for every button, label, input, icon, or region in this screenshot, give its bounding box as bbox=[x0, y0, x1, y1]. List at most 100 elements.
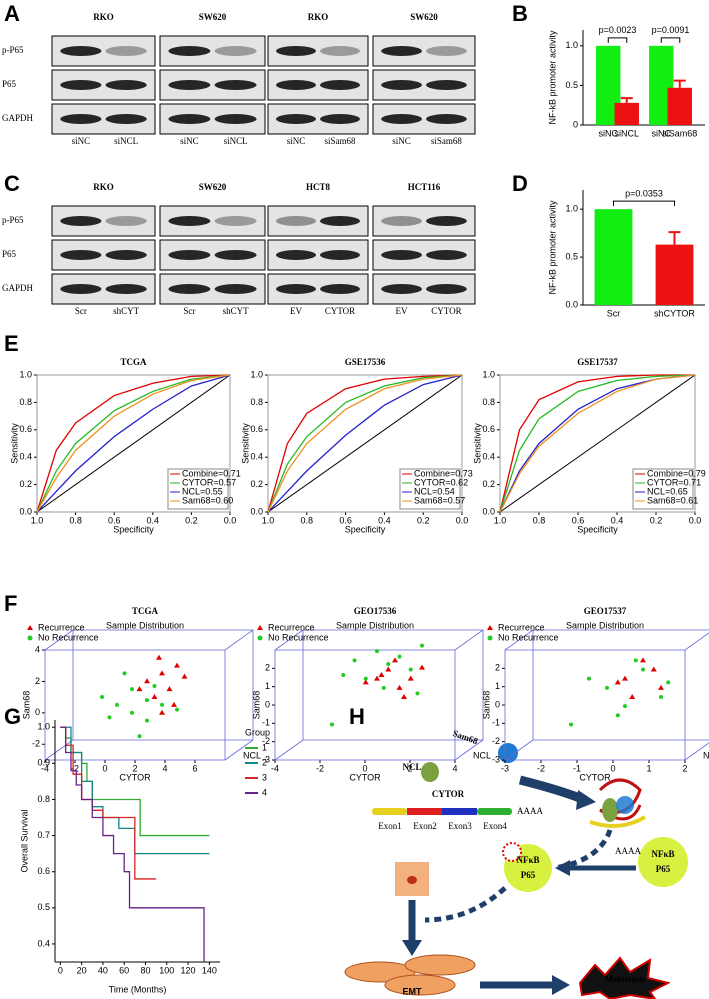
y-axis-label: NF-kB promoter activity bbox=[547, 30, 557, 125]
blot-band bbox=[105, 250, 147, 260]
legend-swatch bbox=[257, 635, 263, 641]
x-axis-label: Specificity bbox=[113, 524, 154, 534]
data-point bbox=[420, 643, 424, 648]
data-point bbox=[633, 658, 638, 663]
blot-band bbox=[214, 284, 257, 294]
y-tick-label: -2 bbox=[492, 736, 500, 746]
y-tick-label: 0.7 bbox=[37, 830, 50, 840]
blot-lane-label: siNC bbox=[180, 136, 199, 146]
x-tick-label: 0.2 bbox=[417, 515, 430, 525]
data-point bbox=[614, 679, 621, 685]
data-point bbox=[629, 694, 636, 699]
data-point bbox=[166, 686, 173, 692]
x-tick-label: -4 bbox=[41, 763, 49, 773]
z-axis-label: NCL bbox=[243, 750, 261, 760]
data-point bbox=[659, 695, 663, 699]
blot-lane-label: CYTOR bbox=[431, 306, 461, 316]
blot-band bbox=[168, 114, 211, 124]
blot-band bbox=[60, 80, 102, 90]
blot-band bbox=[276, 216, 316, 226]
y-tick-label: 1.0 bbox=[565, 204, 578, 214]
blot-band bbox=[381, 46, 422, 56]
data-point bbox=[587, 676, 591, 681]
x-tick-label: siNCL bbox=[614, 128, 639, 138]
blot-row-label: P65 bbox=[2, 249, 17, 259]
y-tick-label: -3 bbox=[262, 754, 270, 764]
data-point bbox=[397, 654, 402, 659]
blot-lane-label: siSam68 bbox=[324, 136, 356, 146]
cube-frame bbox=[44, 629, 254, 761]
blot-band bbox=[426, 284, 467, 294]
significance-bracket bbox=[660, 37, 681, 43]
x-tick-label: 1.0 bbox=[494, 515, 507, 525]
blot-group-label: SW620 bbox=[410, 12, 438, 22]
y-tick-label: 0.0 bbox=[250, 506, 263, 516]
y-tick-label: 0.2 bbox=[19, 479, 32, 489]
panel-label: E bbox=[4, 331, 19, 356]
blot-band bbox=[320, 216, 360, 226]
x-tick-label: 0.8 bbox=[69, 515, 82, 525]
legend-label: Combine=0.79 bbox=[647, 468, 706, 478]
data-point bbox=[156, 654, 162, 660]
data-point bbox=[374, 675, 380, 681]
blot-row-label: P65 bbox=[2, 79, 17, 89]
blot-band bbox=[426, 250, 467, 260]
y-tick-label: 0.8 bbox=[19, 397, 32, 407]
blot-band bbox=[168, 80, 211, 90]
y-tick-label: 1.0 bbox=[565, 40, 578, 50]
data-point bbox=[352, 658, 357, 663]
blot-band bbox=[320, 46, 360, 56]
diagram-label: Sam68 bbox=[451, 728, 479, 746]
diagram-label: Exon3 bbox=[448, 821, 472, 831]
panel-label: A bbox=[4, 1, 20, 26]
blot-group-label: RKO bbox=[93, 182, 114, 192]
y-tick-label: 0.4 bbox=[19, 452, 32, 462]
x-tick-label: 2 bbox=[682, 763, 687, 773]
blot-band bbox=[214, 46, 257, 56]
y-tick-label: 0.5 bbox=[565, 251, 578, 261]
blot-band bbox=[60, 284, 102, 294]
diagram-label: H bbox=[349, 704, 365, 729]
legend-label: NCL=0.65 bbox=[647, 486, 688, 496]
diagram-label: NFκB bbox=[652, 849, 675, 859]
data-point bbox=[375, 649, 379, 654]
blot-band bbox=[426, 46, 467, 56]
legend-swatch bbox=[257, 625, 263, 630]
blot-lane-label: shCYT bbox=[223, 306, 250, 316]
diagram-label: NFκB bbox=[517, 855, 540, 865]
y-tick-label: 2 bbox=[265, 663, 270, 673]
y-tick-label: 0.5 bbox=[37, 902, 50, 912]
x-axis-label: Time (Months) bbox=[109, 984, 167, 994]
error-bar bbox=[668, 231, 681, 245]
blot-band bbox=[105, 216, 147, 226]
legend-label: 2 bbox=[262, 757, 267, 767]
legend-label: Sam68=0.61 bbox=[647, 495, 698, 505]
blot-band bbox=[168, 284, 211, 294]
series-line bbox=[60, 726, 205, 962]
legend-swatch bbox=[27, 635, 33, 641]
chart-subtitle: Sample Distribution bbox=[106, 620, 184, 630]
y-axis-label: Sam68 bbox=[251, 691, 261, 720]
data-point bbox=[181, 673, 188, 679]
legend-label: No Recurrence bbox=[38, 632, 99, 642]
blot-band bbox=[381, 114, 422, 124]
series-line bbox=[267, 374, 463, 513]
series-line bbox=[36, 374, 231, 513]
blot-band bbox=[105, 80, 147, 90]
blot-band bbox=[105, 46, 147, 56]
blot-lane-label: siNC bbox=[392, 136, 411, 146]
series-line bbox=[60, 726, 157, 880]
diagram-label: P65 bbox=[656, 864, 671, 874]
blot-row-label: p-P65 bbox=[2, 45, 24, 55]
blot-band bbox=[320, 250, 360, 260]
data-point bbox=[666, 680, 671, 685]
y-tick-label: 0.6 bbox=[250, 424, 263, 434]
y-tick-label: 1 bbox=[495, 681, 500, 691]
blot-group-label: RKO bbox=[93, 12, 114, 22]
diagram-label: EMT bbox=[403, 986, 423, 996]
data-point bbox=[378, 672, 385, 677]
y-tick-label: 0.6 bbox=[19, 424, 32, 434]
x-tick-label: 0.0 bbox=[456, 515, 469, 525]
data-point bbox=[330, 722, 334, 727]
x-tick-label: 0.4 bbox=[378, 515, 391, 525]
